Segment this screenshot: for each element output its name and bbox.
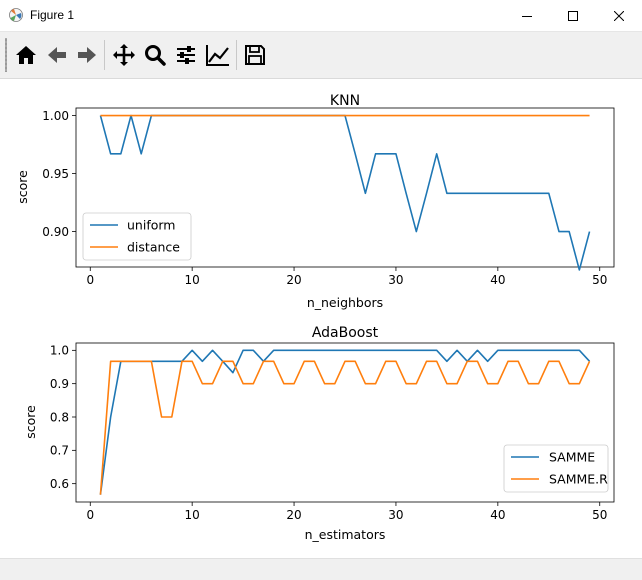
window-titlebar: Figure 1 bbox=[0, 0, 642, 32]
zoom-button[interactable] bbox=[141, 40, 169, 70]
adaboost-title: AdaBoost bbox=[312, 325, 379, 341]
knn-xtick-label: 10 bbox=[185, 273, 200, 287]
close-icon bbox=[614, 10, 624, 21]
knn-xtick-label: 30 bbox=[388, 273, 403, 287]
knn-lines bbox=[99, 114, 591, 271]
forward-arrow-icon bbox=[78, 47, 96, 63]
adaboost-ytick-label: 1.0 bbox=[50, 344, 69, 358]
toolbar-separator bbox=[236, 40, 237, 70]
adaboost-series-line-samme-r bbox=[99, 360, 591, 495]
close-button[interactable] bbox=[596, 0, 642, 31]
knn-xtick-label: 0 bbox=[86, 273, 94, 287]
knn-ylabel: score bbox=[15, 170, 30, 204]
adaboost-xtick-label: 50 bbox=[592, 508, 607, 522]
back-arrow-icon bbox=[48, 47, 66, 63]
adaboost-ticks: 0 10 20 30 40 50 0.6 0.7 0.8 0.9 1.0 bbox=[50, 344, 607, 522]
save-icon bbox=[245, 45, 265, 65]
adaboost-ytick-label: 0.8 bbox=[50, 410, 69, 424]
knn-axes: KNN n_neighbors score 0 10 20 30 40 50 0.90 0.9… bbox=[15, 93, 615, 310]
knn-title: KNN bbox=[330, 93, 360, 109]
edit-axes-icon bbox=[206, 45, 229, 66]
window-title: Figure 1 bbox=[30, 8, 75, 22]
matplotlib-app-icon bbox=[9, 8, 23, 22]
maximize-button[interactable] bbox=[550, 0, 596, 31]
zoom-icon bbox=[145, 45, 166, 66]
toolbar-grip[interactable] bbox=[5, 38, 7, 72]
back-button[interactable] bbox=[43, 40, 71, 70]
knn-ticks: 0 10 20 30 40 50 0.90 0.95 1.00 bbox=[42, 109, 607, 287]
edit-axes-button[interactable] bbox=[204, 40, 232, 70]
maximize-icon bbox=[568, 10, 578, 21]
subplots-button[interactable] bbox=[172, 40, 200, 70]
adaboost-ytick-label: 0.6 bbox=[50, 477, 69, 491]
knn-xlabel: n_neighbors bbox=[307, 295, 383, 310]
knn-ytick-label: 1.00 bbox=[42, 109, 69, 123]
knn-xtick-label: 40 bbox=[490, 273, 505, 287]
adaboost-ytick-label: 0.9 bbox=[50, 377, 69, 391]
adaboost-xtick-label: 40 bbox=[490, 508, 505, 522]
adaboost-ylabel: score bbox=[23, 405, 38, 439]
home-button[interactable] bbox=[12, 40, 40, 70]
save-button[interactable] bbox=[241, 40, 269, 70]
knn-ytick-label: 0.95 bbox=[42, 167, 69, 181]
adaboost-xtick-label: 0 bbox=[86, 508, 94, 522]
minimize-button[interactable] bbox=[504, 0, 550, 31]
pan-button[interactable] bbox=[110, 40, 138, 70]
subplots-icon bbox=[177, 46, 195, 64]
forward-button[interactable] bbox=[73, 40, 101, 70]
adaboost-xlabel: n_estimators bbox=[305, 527, 386, 542]
navigation-toolbar bbox=[0, 32, 642, 79]
adaboost-xtick-label: 20 bbox=[286, 508, 301, 522]
knn-legend-uniform-label: uniform bbox=[127, 218, 175, 233]
knn-xtick-label: 20 bbox=[286, 273, 301, 287]
pan-icon bbox=[113, 44, 135, 66]
knn-legend-distance-label: distance bbox=[127, 240, 180, 255]
knn-axes-frame bbox=[75, 107, 615, 268]
toolbar-separator bbox=[104, 40, 105, 70]
adaboost-xtick-label: 30 bbox=[388, 508, 403, 522]
adaboost-lines bbox=[99, 349, 591, 495]
adaboost-legend-sammer-label: SAMME.R bbox=[549, 472, 608, 487]
knn-xtick-label: 50 bbox=[592, 273, 607, 287]
home-icon bbox=[16, 46, 36, 64]
minimize-icon bbox=[522, 15, 532, 17]
status-bar bbox=[0, 558, 642, 580]
figure-canvas[interactable]: KNN n_neighbors score 0 10 20 30 40 50 0.90 0.9… bbox=[0, 79, 642, 557]
adaboost-legend-samme-label: SAMME bbox=[549, 450, 595, 465]
knn-ytick-label: 0.90 bbox=[42, 225, 69, 239]
knn-legend: uniform distance bbox=[82, 212, 192, 261]
adaboost-legend: SAMME SAMME.R bbox=[503, 444, 609, 493]
adaboost-xtick-label: 10 bbox=[185, 508, 200, 522]
adaboost-axes: AdaBoost n_estimators score 0 10 20 30 40 500… bbox=[23, 325, 615, 542]
figure-svg: KNN n_neighbors score 0 10 20 30 40 500.900.9… bbox=[15, 93, 615, 542]
adaboost-ytick-label: 0.7 bbox=[50, 444, 69, 458]
adaboost-axes-frame bbox=[75, 342, 615, 503]
